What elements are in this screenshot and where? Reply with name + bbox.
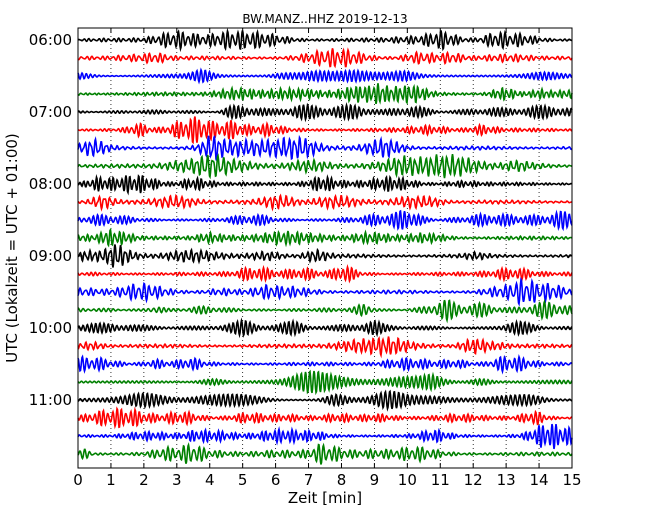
y-tick-label: 11:00 xyxy=(29,391,72,409)
y-axis-label: UTC (Lokalzeit = UTC + 01:00) xyxy=(3,133,21,363)
y-tick-label: 07:00 xyxy=(29,103,72,121)
x-tick-label: 15 xyxy=(562,471,581,489)
trace-line xyxy=(77,67,573,85)
trace-line xyxy=(77,423,573,450)
x-tick-label: 14 xyxy=(530,471,549,489)
y-tick-label: 09:00 xyxy=(29,247,72,265)
y-axis: 06:00 07:00 08:00 09:00 10:00 11:00 xyxy=(29,31,572,409)
chart-title: BW.MANZ..HHZ 2019-12-13 xyxy=(242,12,407,26)
plot-frame xyxy=(77,27,573,469)
x-tick-label: 6 xyxy=(271,471,281,489)
x-axis: 0 1 2 3 4 5 6 7 8 9 10 11 12 13 14 15 xyxy=(73,28,582,489)
trace-line xyxy=(77,298,573,324)
trace-line xyxy=(77,227,573,248)
trace-line xyxy=(77,264,573,284)
trace-line xyxy=(77,406,573,430)
x-tick-label: 13 xyxy=(497,471,516,489)
x-tick-label: 10 xyxy=(398,471,417,489)
trace-line xyxy=(77,389,573,412)
trace-line xyxy=(77,193,573,212)
trace-line xyxy=(77,244,573,268)
x-tick-label: 11 xyxy=(431,471,450,489)
x-tick-label: 9 xyxy=(370,471,380,489)
x-tick-label: 5 xyxy=(238,471,248,489)
x-tick-label: 0 xyxy=(73,471,83,489)
x-tick-label: 3 xyxy=(172,471,182,489)
trace-line xyxy=(77,353,573,375)
trace-line xyxy=(77,336,573,359)
x-tick-label: 8 xyxy=(337,471,347,489)
x-tick-label: 4 xyxy=(205,471,215,489)
trace-line xyxy=(77,116,573,145)
y-tick-label: 06:00 xyxy=(29,31,72,49)
trace-line xyxy=(77,317,573,339)
x-tick-label: 7 xyxy=(304,471,314,489)
y-tick-label: 10:00 xyxy=(29,319,72,337)
trace-line xyxy=(77,209,573,232)
x-tick-label: 1 xyxy=(106,471,116,489)
trace-line xyxy=(77,47,573,69)
trace-line xyxy=(77,276,573,307)
x-tick-label: 2 xyxy=(139,471,149,489)
trace-line xyxy=(77,27,573,53)
trace-line xyxy=(77,174,573,196)
y-tick-label: 08:00 xyxy=(29,175,72,193)
trace-line xyxy=(77,442,573,465)
x-axis-label: Zeit [min] xyxy=(288,489,362,507)
trace-line xyxy=(77,83,573,105)
trace-line xyxy=(77,153,573,180)
trace-line xyxy=(77,101,573,123)
vertical-grid xyxy=(110,28,540,468)
trace-line xyxy=(77,134,573,161)
x-tick-label: 12 xyxy=(464,471,483,489)
waveform-traces xyxy=(77,27,573,465)
trace-line xyxy=(77,369,573,396)
